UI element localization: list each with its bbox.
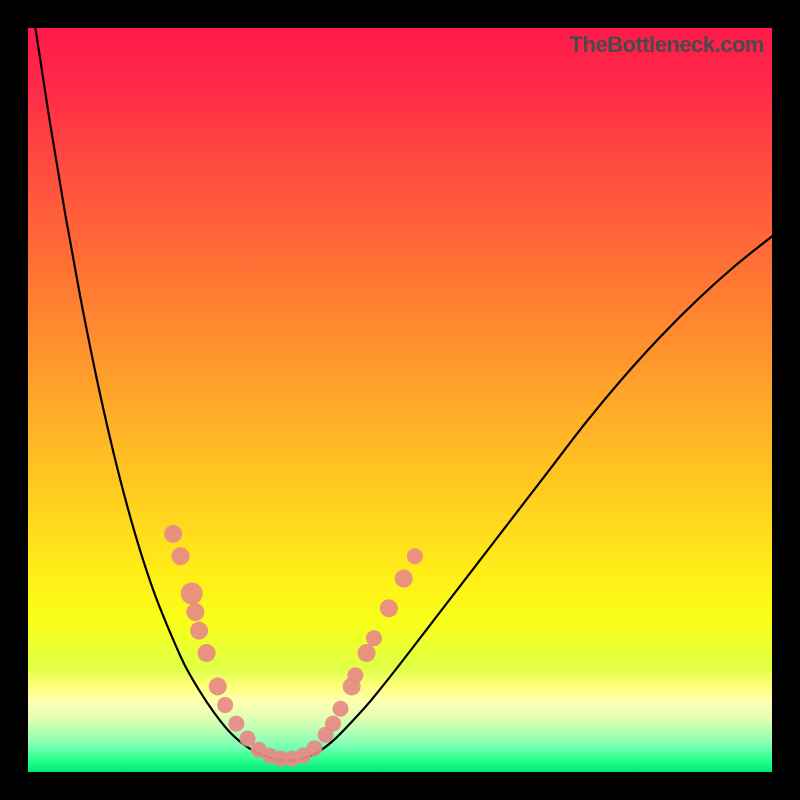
data-marker xyxy=(186,603,204,621)
data-marker xyxy=(209,677,227,695)
data-marker xyxy=(164,525,182,543)
data-marker xyxy=(358,644,376,662)
data-marker xyxy=(347,667,363,683)
gradient-background xyxy=(28,28,772,772)
data-marker xyxy=(407,548,423,564)
bottleneck-chart-svg xyxy=(28,28,772,772)
watermark-text: TheBottleneck.com xyxy=(570,32,764,58)
data-marker xyxy=(228,716,244,732)
data-marker xyxy=(190,622,208,640)
data-marker xyxy=(395,570,413,588)
plot-area: TheBottleneck.com xyxy=(28,28,772,772)
data-marker xyxy=(332,701,348,717)
data-marker xyxy=(325,716,341,732)
data-marker xyxy=(217,697,233,713)
data-marker xyxy=(380,599,398,617)
data-marker xyxy=(172,547,190,565)
data-marker xyxy=(181,582,203,604)
data-marker xyxy=(306,740,322,756)
data-marker xyxy=(366,630,382,646)
chart-frame: TheBottleneck.com xyxy=(0,0,800,800)
data-marker xyxy=(198,644,216,662)
